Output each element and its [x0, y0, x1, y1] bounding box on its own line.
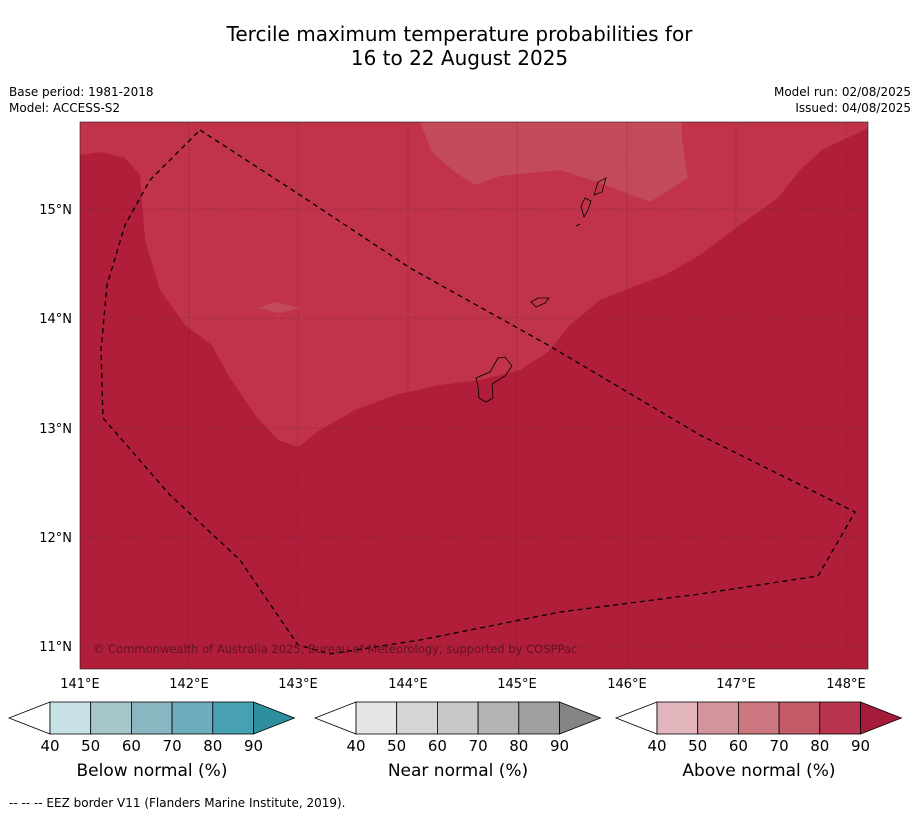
- colorbar-segment: [518, 701, 560, 735]
- model-run: Model run: 02/08/2025: [773, 85, 911, 99]
- colorbar-tick-label: 90: [244, 737, 263, 755]
- colorbar-segment: [738, 701, 780, 735]
- colorbar-label-below: Below normal (%): [76, 761, 228, 781]
- title-line-2: 16 to 22 August 2025: [350, 46, 569, 70]
- lat-label-15n: 15°N: [39, 203, 72, 218]
- colorbar-tick-label: 80: [810, 737, 829, 755]
- island-tinian: [580, 197, 592, 219]
- lat-labels: 15°N 14°N 13°N 12°N 11°N: [39, 203, 72, 655]
- colorbar-segment: [355, 701, 398, 735]
- colorbar-tick-label: 70: [770, 737, 789, 755]
- copyright-text: © Commonwealth of Australia 2025, Bureau…: [93, 642, 577, 656]
- region-above-70-80: [80, 122, 868, 447]
- colorbar-tick-label: 80: [509, 737, 528, 755]
- colorbar-tick-label: 40: [647, 737, 666, 755]
- colorbar-extend-low: [7, 701, 51, 735]
- colorbar-segment: [212, 701, 254, 735]
- region-above-60-70: [420, 122, 688, 202]
- region-above-60-70-patch: [258, 302, 300, 313]
- colorbar-below: 40 50 60 70 80 90: [7, 701, 296, 755]
- island-rota: [530, 297, 550, 308]
- island-aguijan: [575, 223, 581, 227]
- colorbar-near: 40 50 60 70 80 90: [313, 701, 602, 755]
- colorbar-tick-label: 40: [40, 737, 59, 755]
- colorbars: 40 50 60 70 80 90 40 50 60 70 80 90 40 50 60 70 80 90: [7, 701, 903, 755]
- colorbar-tick-label: 50: [81, 737, 100, 755]
- map-frame: [79, 121, 869, 670]
- colorbar-tick-label: 60: [729, 737, 748, 755]
- colorbar-segment: [778, 701, 821, 735]
- colorbar-extend-low: [614, 701, 658, 735]
- island-saipan: [593, 177, 607, 196]
- eez-border: [100, 129, 856, 655]
- colorbar-segment: [396, 701, 438, 735]
- colorbar-tick-label: 50: [387, 737, 406, 755]
- colorbar-segment: [171, 701, 214, 735]
- meta-left: Base period: 1981-2018 Model: ACCESS-S2: [9, 84, 154, 116]
- grid-lines: [80, 122, 868, 669]
- title-line-1: Tercile maximum temperature probabilitie…: [226, 22, 693, 46]
- lon-label-144e: 144°E: [388, 677, 428, 692]
- meta-right: Model run: 02/08/2025 Issued: 04/08/2025: [774, 84, 911, 116]
- colorbar-tick-label: 40: [346, 737, 365, 755]
- lon-labels: 141°E 142°E 143°E 144°E 145°E 146°E 147°…: [60, 677, 866, 692]
- colorbar-extend-high: [860, 701, 903, 735]
- colorbar-segment: [130, 701, 173, 735]
- colorbar-tick-label: 50: [688, 737, 707, 755]
- lat-label-14n: 14°N: [39, 312, 72, 327]
- colorbar-extend-high: [253, 701, 296, 735]
- lon-label-141e: 141°E: [60, 677, 100, 692]
- colorbar-segment: [697, 701, 739, 735]
- colorbar-extend-high: [559, 701, 602, 735]
- issued-date: Issued: 04/08/2025: [795, 101, 911, 115]
- colorbar-tick-label: 90: [851, 737, 870, 755]
- lon-label-148e: 148°E: [826, 677, 866, 692]
- island-guam: [475, 356, 513, 403]
- colorbar-tick-label: 80: [203, 737, 222, 755]
- islands: [475, 177, 607, 403]
- colorbar-segment: [436, 701, 479, 735]
- eez-legend-note: -- -- -- EEZ border V11 (Flanders Marine…: [9, 796, 346, 810]
- probability-fill: [80, 122, 868, 669]
- colorbar-label-near: Near normal (%): [387, 761, 529, 781]
- lat-label-13n: 13°N: [39, 422, 72, 437]
- colorbar-extend-low: [313, 701, 357, 735]
- lon-label-145e: 145°E: [497, 677, 537, 692]
- colorbar-above: 40 50 60 70 80 90: [614, 701, 903, 755]
- colorbar-tick-label: 90: [550, 737, 569, 755]
- colorbar-tick-label: 60: [122, 737, 141, 755]
- colorbar-tick-label: 60: [428, 737, 447, 755]
- colorbar-segment: [656, 701, 699, 735]
- lon-label-147e: 147°E: [716, 677, 756, 692]
- lon-label-142e: 142°E: [169, 677, 209, 692]
- colorbar-segment: [90, 701, 132, 735]
- colorbar-segment: [49, 701, 92, 735]
- colorbar-segment: [477, 701, 520, 735]
- lon-label-146e: 146°E: [607, 677, 647, 692]
- colorbar-segment: [819, 701, 861, 735]
- lat-label-11n: 11°N: [39, 640, 72, 655]
- model-name: Model: ACCESS-S2: [9, 101, 121, 115]
- lat-label-12n: 12°N: [39, 531, 72, 546]
- chart-title: Tercile maximum temperature probabilitie…: [0, 22, 919, 70]
- colorbar-tick-label: 70: [163, 737, 182, 755]
- colorbar-tick-label: 70: [469, 737, 488, 755]
- base-period: Base period: 1981-2018: [9, 85, 154, 99]
- lon-label-143e: 143°E: [278, 677, 318, 692]
- colorbar-label-above: Above normal (%): [682, 761, 836, 781]
